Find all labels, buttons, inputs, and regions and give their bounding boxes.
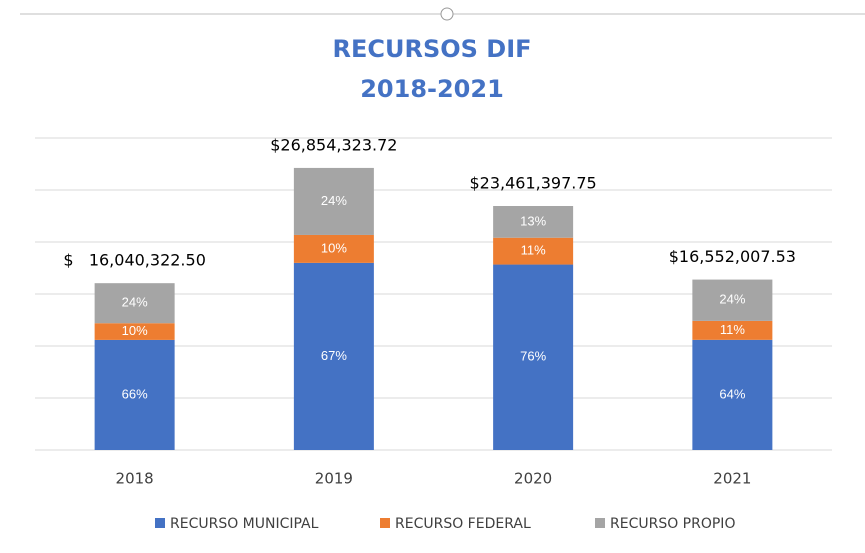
data-label: 24%: [321, 193, 347, 208]
legend-label: RECURSO FEDERAL: [395, 516, 531, 532]
x-tick-label: 2019: [315, 470, 353, 488]
chart-subtitle: 2018-2021: [360, 75, 504, 103]
bar-segment: [94, 283, 175, 324]
data-label: 10%: [321, 240, 347, 255]
total-label: $ 16,040,322.50: [63, 251, 206, 270]
handle: [440, 7, 454, 21]
data-label: 64%: [719, 386, 745, 401]
data-label: 67%: [321, 348, 347, 363]
bar-segment: [293, 262, 374, 450]
legend-swatch: [595, 518, 605, 528]
data-label: 10%: [122, 323, 148, 338]
bar-segment: [493, 264, 574, 450]
data-label: 76%: [520, 349, 546, 364]
bar-segment: [493, 237, 574, 265]
data-label: 66%: [122, 386, 148, 401]
bar-segment: [94, 339, 175, 450]
legend-label: RECURSO MUNICIPAL: [170, 516, 319, 532]
bar-segment: [293, 167, 374, 235]
x-tick-label: 2018: [116, 470, 154, 488]
bar-segment: [493, 206, 574, 238]
legend-swatch: [380, 518, 390, 528]
chart-title: RECURSOS DIF: [332, 35, 531, 63]
bar-segment: [692, 320, 773, 340]
x-tick-label: 2020: [514, 470, 552, 488]
total-label: $26,854,323.72: [270, 135, 397, 154]
bar-segment: [94, 323, 175, 340]
total-label: $23,461,397.75: [470, 174, 597, 193]
data-label: 11%: [720, 322, 745, 337]
legend-label: RECURSO PROPIO: [610, 516, 735, 532]
data-label: 24%: [719, 292, 745, 307]
data-label: 24%: [122, 295, 148, 310]
total-label: $16,552,007.53: [669, 247, 796, 266]
bar-segment: [692, 279, 773, 321]
bar-segment: [692, 339, 773, 450]
legend-swatch: [155, 518, 165, 528]
data-label: 11%: [521, 243, 546, 258]
data-label: 13%: [520, 213, 546, 228]
x-tick-label: 2021: [713, 470, 751, 488]
bar-segment: [293, 234, 374, 263]
